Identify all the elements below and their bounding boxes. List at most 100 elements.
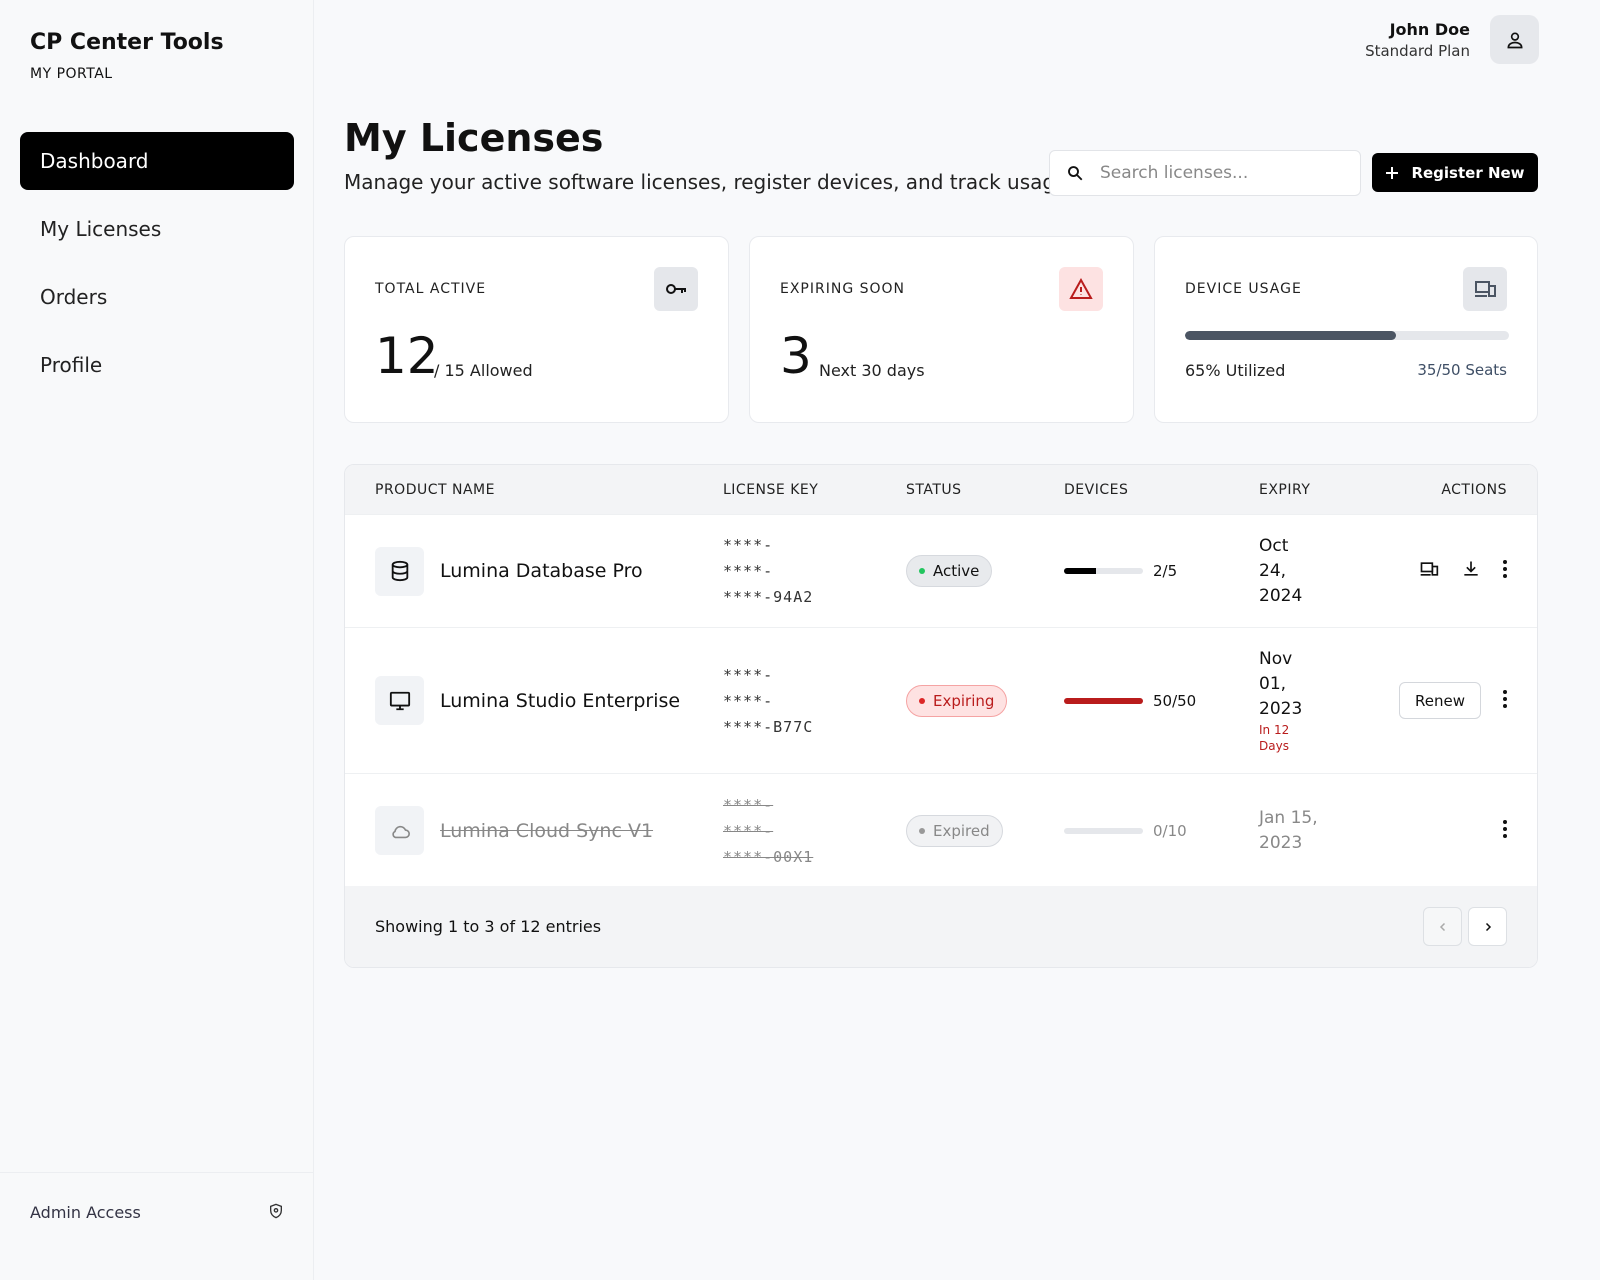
- table-header: PRODUCT NAME LICENSE KEY STATUS DEVICES …: [345, 465, 1537, 515]
- nav-item[interactable]: Dashboard: [20, 132, 294, 190]
- table-row: Lumina Cloud Sync V1 ****-****-****-00X1 E…: [345, 774, 1537, 888]
- license-key: ****-****-****-00X1: [723, 795, 814, 866]
- prev-page[interactable]: [1423, 907, 1462, 946]
- license-key: ****-****-****-94A2: [723, 536, 814, 606]
- entries-info: Showing 1 to 3 of 12 entries: [375, 917, 602, 936]
- devices-cell: 2/5: [1064, 562, 1259, 580]
- column-header: LICENSE KEY: [723, 481, 819, 498]
- devices-label: 2/5: [1153, 562, 1178, 580]
- renew-button[interactable]: Renew: [1399, 682, 1481, 719]
- devices-bar: [1064, 697, 1143, 704]
- stat-icon: [654, 267, 698, 311]
- next-page[interactable]: [1468, 907, 1507, 946]
- column-header: EXPIRY: [1259, 481, 1311, 498]
- stat-note: Next 30 days: [819, 361, 925, 380]
- user-plan: Standard Plan: [1365, 42, 1470, 60]
- more-action[interactable]: [1503, 819, 1507, 842]
- more-action[interactable]: [1503, 560, 1507, 582]
- page-description: Manage your active software licenses, re…: [344, 170, 1074, 194]
- column-header: PRODUCT NAME: [375, 481, 495, 498]
- seats-label: 35/50 Seats: [1417, 361, 1507, 379]
- more-action[interactable]: [1503, 689, 1507, 712]
- status-cell: Expired: [906, 814, 1064, 847]
- table-footer: Showing 1 to 3 of 12 entries: [345, 886, 1537, 967]
- icon: [1485, 922, 1491, 931]
- actions-cell: [1377, 559, 1507, 583]
- devices-action[interactable]: [1419, 559, 1439, 583]
- devices-label: 0/10: [1153, 821, 1187, 840]
- page-title: My Licenses: [344, 116, 604, 160]
- table-body: Lumina Database Pro ****-****-****-94A2 Ac…: [345, 515, 1537, 888]
- devices-bar: [1064, 568, 1143, 574]
- expiry-note: In 12 Days: [1259, 723, 1290, 753]
- devices-fill: [1064, 568, 1096, 574]
- stat-value: 12: [375, 327, 439, 385]
- column-header: DEVICES: [1064, 481, 1129, 498]
- plus-icon: [1386, 166, 1399, 179]
- status-dot: [919, 697, 925, 704]
- license-table: PRODUCT NAME LICENSE KEY STATUS DEVICES …: [344, 464, 1538, 968]
- avatar-button[interactable]: [1490, 15, 1539, 64]
- product-cell: Lumina Studio Enterprise: [375, 676, 723, 725]
- expiry-cell: Nov 01, 2023 In 12 Days: [1259, 647, 1377, 754]
- table-row: Lumina Studio Enterprise ****-****-****-B…: [345, 628, 1537, 774]
- stat-label: TOTAL ACTIVE: [375, 281, 487, 297]
- status-dot: [919, 827, 925, 834]
- nav-item[interactable]: Orders: [40, 285, 108, 309]
- sidebar: CP Center Tools MY PORTAL Dashboard My L…: [0, 0, 314, 1280]
- status-cell: Expiring: [906, 684, 1064, 717]
- expiry-date: Oct 24, 2024: [1259, 535, 1303, 606]
- devices-fill: [1064, 697, 1143, 704]
- icon: [1503, 560, 1507, 578]
- pagination: [1423, 907, 1507, 946]
- download-action[interactable]: [1461, 559, 1481, 583]
- status-text: Expiring: [933, 691, 995, 710]
- expiry-date: Nov 01, 2023: [1259, 649, 1303, 719]
- search-placeholder: Search licenses...: [1100, 163, 1249, 183]
- usage-bar: [1185, 331, 1509, 340]
- stat-label: DEVICE USAGE: [1185, 281, 1302, 297]
- icon: [1439, 922, 1445, 931]
- nav-item[interactable]: Profile: [40, 353, 103, 377]
- status-text: Expired: [933, 821, 990, 840]
- actions-cell: Renew: [1377, 682, 1507, 719]
- stat-icon: [1059, 267, 1103, 311]
- stat-card: TOTAL ACTIVE 12 / 15 Allowed: [344, 236, 729, 423]
- icon: [1464, 561, 1478, 576]
- product-cell: Lumina Cloud Sync V1: [375, 806, 723, 855]
- devices-bar: [1064, 827, 1143, 834]
- icon: [1475, 281, 1496, 297]
- icon: [389, 691, 410, 710]
- product-icon: [375, 546, 424, 596]
- table-row: Lumina Database Pro ****-****-****-94A2 Ac…: [345, 515, 1537, 628]
- nav-item[interactable]: My Licenses: [40, 217, 162, 241]
- product-icon: [375, 806, 424, 855]
- stat-icon: [1463, 267, 1507, 311]
- icon: [1420, 562, 1439, 576]
- expiry-cell: Oct 24, 2024: [1259, 534, 1377, 609]
- expiry-date: Jan 15, 2023: [1259, 807, 1318, 853]
- user-name: John Doe: [1389, 20, 1470, 39]
- icon: [666, 284, 686, 294]
- icon: [391, 825, 410, 838]
- status-text: Active: [933, 562, 980, 580]
- nav: Dashboard My Licenses Orders Profile: [20, 132, 294, 404]
- status-badge: Active: [906, 555, 993, 587]
- status-badge: Expiring: [906, 684, 1008, 717]
- devices-label: 50/50: [1153, 691, 1197, 710]
- expiry-cell: Jan 15, 2023: [1259, 806, 1377, 856]
- icon: [1503, 689, 1507, 708]
- stat-value: 3: [780, 327, 812, 385]
- column-header: ACTIONS: [1441, 481, 1507, 498]
- product-cell: Lumina Database Pro: [375, 546, 723, 596]
- register-button[interactable]: Register New: [1372, 153, 1538, 192]
- sidebar-footer: Admin Access: [0, 1172, 314, 1280]
- stat-note: / 15 Allowed: [434, 361, 533, 380]
- product-name: Lumina Database Pro: [440, 560, 643, 582]
- product-icon: [375, 676, 424, 725]
- search-input[interactable]: Search licenses...: [1049, 150, 1361, 196]
- admin-link[interactable]: Admin Access: [30, 1203, 141, 1222]
- icon: [1503, 819, 1507, 838]
- icon: [391, 560, 408, 582]
